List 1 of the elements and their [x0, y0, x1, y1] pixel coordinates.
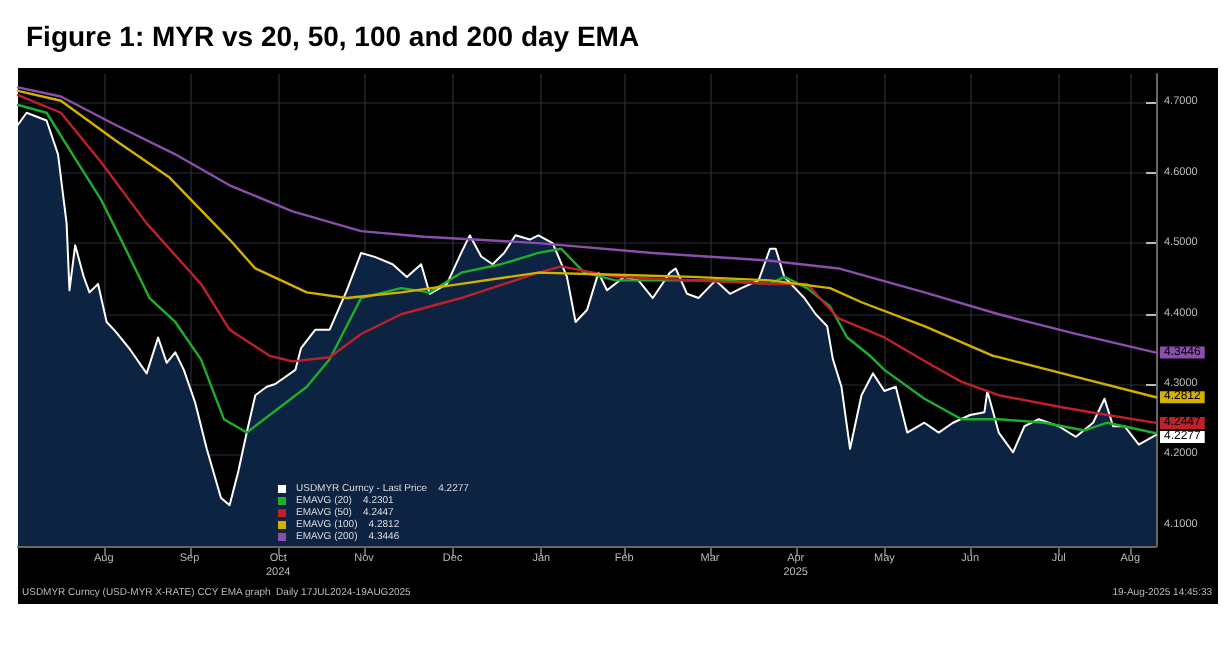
- chart-title: Figure 1: MYR vs 20, 50, 100 and 200 day EMA: [26, 20, 640, 52]
